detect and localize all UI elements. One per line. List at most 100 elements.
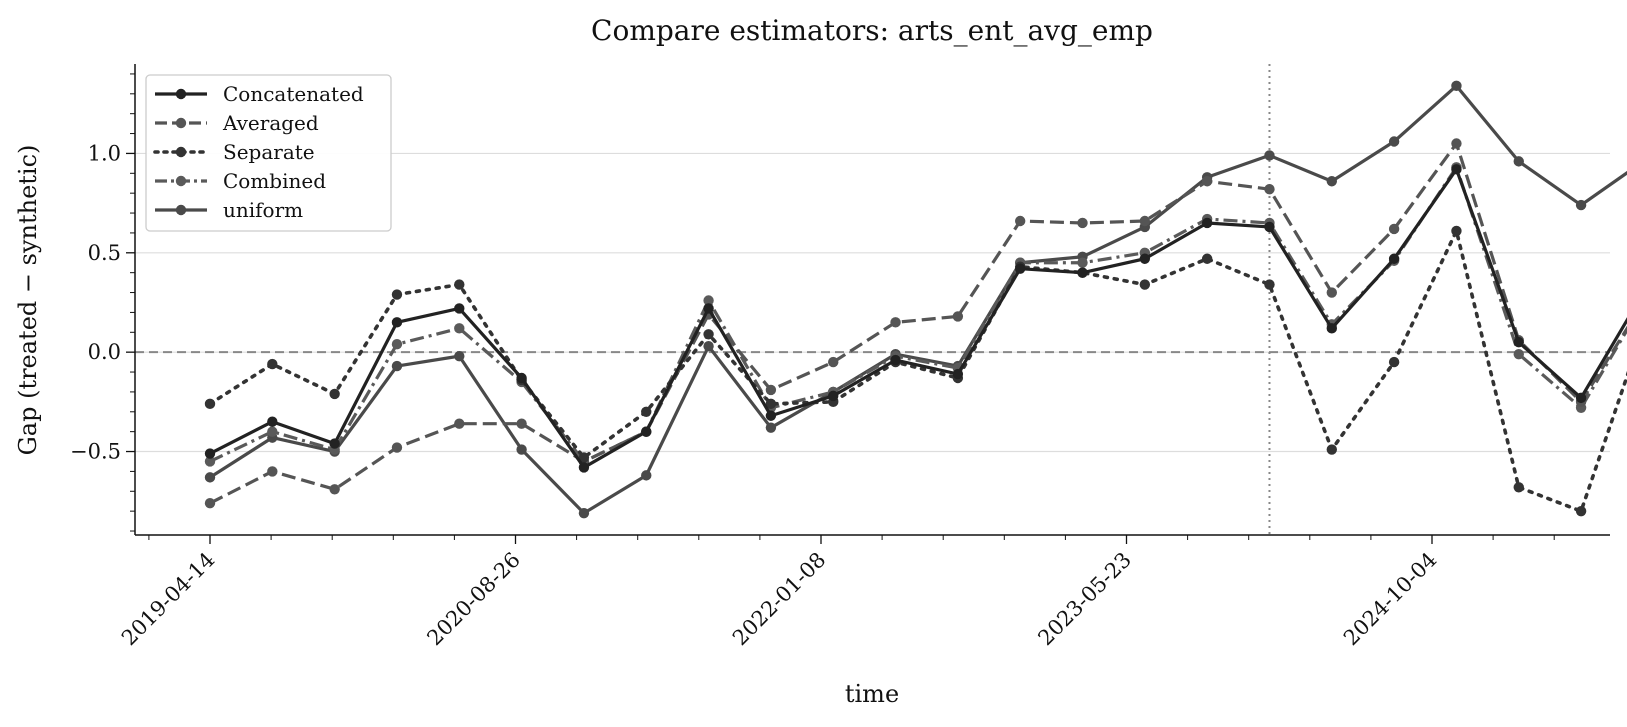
data-point — [703, 329, 714, 340]
data-point — [952, 311, 964, 322]
data-point — [1575, 392, 1587, 404]
data-point — [516, 444, 527, 455]
legend-item: Combined — [155, 169, 326, 193]
data-point — [1264, 184, 1275, 195]
data-point — [641, 426, 652, 437]
legend-label: uniform — [223, 198, 303, 222]
data-point — [1451, 225, 1462, 237]
data-point — [1139, 279, 1151, 290]
data-point — [1201, 217, 1213, 229]
legend-label: Concatenated — [223, 82, 364, 106]
x-tick-label: 2024-10-04 — [1339, 548, 1442, 651]
series-separate — [204, 225, 1627, 517]
data-point — [1264, 150, 1275, 161]
data-point — [1077, 267, 1088, 278]
data-point — [1139, 253, 1151, 264]
legend-marker — [175, 175, 187, 187]
data-point — [391, 339, 403, 350]
x-ticks: 2019-04-14 2020-08-26 2022-01-08 2023-05-23… — [117, 535, 1555, 651]
series-combined — [204, 162, 1627, 467]
data-point — [578, 507, 590, 519]
legend-item: uniform — [155, 198, 303, 222]
data-point — [454, 350, 465, 362]
data-point — [204, 398, 216, 410]
data-point — [1077, 257, 1088, 268]
chart-title: Compare estimators: arts_ent_avg_emp — [591, 14, 1153, 47]
legend: Concatenated Averaged Separate Combined unif… — [145, 74, 392, 232]
data-point — [1326, 323, 1337, 334]
series-line — [209, 84, 1627, 515]
legend-label: Separate — [223, 140, 315, 164]
legend-marker — [175, 117, 187, 129]
data-point — [1388, 223, 1400, 235]
data-point — [765, 398, 777, 410]
data-point — [329, 438, 340, 449]
x-tick-label: 2020-08-26 — [422, 548, 525, 651]
data-point — [703, 341, 714, 352]
data-point — [454, 303, 465, 314]
data-point — [1451, 138, 1462, 149]
legend-box — [145, 74, 392, 232]
legend-item: Concatenated — [155, 82, 364, 106]
data-point — [1388, 136, 1400, 147]
legend-label: Averaged — [222, 111, 319, 135]
data-point — [765, 410, 777, 421]
data-point — [391, 442, 403, 453]
data-point — [1575, 505, 1587, 517]
data-point — [1201, 176, 1213, 187]
data-point — [1575, 199, 1587, 211]
y-tick-label: 0.0 — [88, 340, 121, 364]
data-point — [516, 372, 527, 384]
data-point — [765, 384, 777, 396]
data-point — [267, 416, 278, 427]
series-line — [209, 165, 1627, 464]
data-point — [516, 418, 527, 429]
data-point — [578, 462, 590, 473]
y-tick-label: −0.5 — [70, 440, 121, 464]
x-axis-label: time — [845, 680, 899, 708]
data-point — [890, 317, 901, 328]
series-layer — [204, 80, 1627, 519]
legend-marker — [175, 88, 187, 100]
data-point — [1014, 215, 1026, 227]
data-point — [1513, 348, 1524, 360]
data-point — [391, 289, 403, 300]
y-tick-label: 0.5 — [88, 241, 121, 265]
data-point — [1513, 156, 1524, 167]
data-point — [578, 452, 590, 463]
data-point — [1014, 263, 1026, 274]
legend-marker — [175, 204, 187, 216]
x-tick-label: 2019-04-14 — [117, 548, 220, 651]
data-point — [1326, 444, 1337, 455]
data-point — [1451, 164, 1462, 175]
series-concatenated — [204, 164, 1627, 473]
data-point — [329, 388, 340, 400]
data-point — [391, 317, 403, 328]
data-point — [765, 422, 777, 433]
series-line — [208, 229, 1627, 513]
series-uniform — [204, 80, 1627, 519]
y-ticks: −0.5 0.0 0.5 1.0 — [70, 73, 135, 532]
data-point — [1077, 217, 1088, 229]
legend-marker — [175, 146, 187, 158]
data-point — [1139, 215, 1151, 227]
data-point — [267, 466, 278, 477]
data-point — [828, 356, 839, 368]
y-tick-label: 1.0 — [88, 141, 121, 165]
data-point — [1264, 221, 1275, 233]
y-axis-label: Gap (treated − synthetic) — [14, 145, 42, 456]
data-point — [204, 448, 216, 459]
legend-label: Combined — [223, 169, 326, 193]
data-point — [1451, 80, 1462, 92]
series-line — [209, 141, 1627, 505]
data-point — [703, 295, 714, 306]
data-point — [1388, 356, 1400, 368]
data-point — [204, 456, 216, 467]
data-point — [703, 303, 714, 314]
data-point — [204, 472, 216, 483]
data-point — [1513, 337, 1524, 348]
data-point — [1388, 253, 1400, 264]
axes — [134, 64, 1610, 536]
data-point — [1264, 279, 1275, 290]
x-tick-label: 2023-05-23 — [1033, 548, 1136, 651]
